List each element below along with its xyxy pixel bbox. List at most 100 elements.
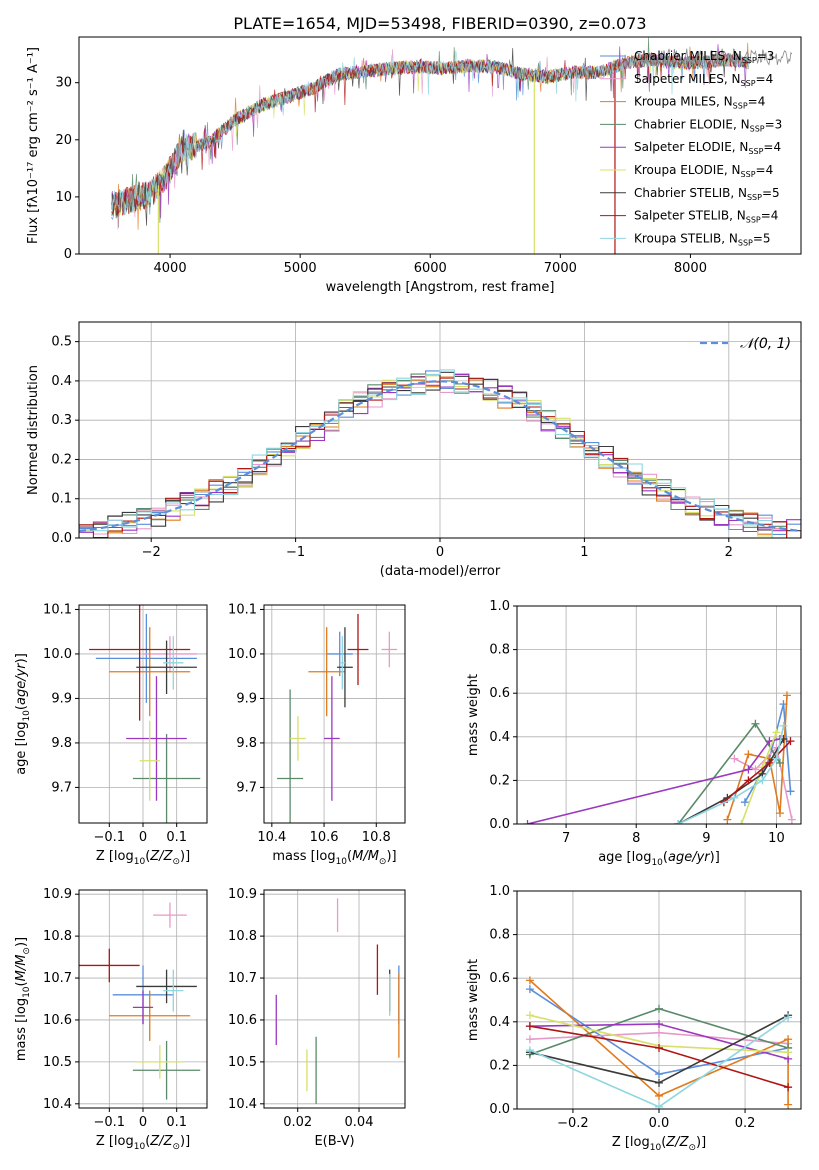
weight-marker [674,820,683,824]
y-tick-label: 10.6 [43,1013,72,1028]
panel-age_vs_Z: −0.1 0 0.19.79.89.910.010.1Z [log10(Z/Z⊙)]… [14,602,208,867]
weight-marker [786,787,795,796]
y-tick-label: 0.1 [51,492,72,507]
axis-label: age [log10(age/yr)] [598,850,720,868]
weight-marker [782,691,791,700]
y-tick-label: 10.4 [43,1097,72,1112]
x-tick-label: 0.04 [345,1115,374,1130]
axis-label-part: ( [347,849,352,864]
legend-gaussian-label: 𝒩(0, 1) [740,336,791,352]
y-tick-label: 0.6 [489,686,510,701]
legend-suffix: =5 [753,231,771,245]
x-tick-label: 0 [139,1115,147,1130]
axes-frame [78,36,802,255]
x-tick-label: 7000 [544,261,577,276]
plot-area [89,605,201,823]
axis-label-part: )] [696,1135,706,1150]
y-tick-label: 10.0 [228,647,257,662]
errorbar-salpeter-miles [381,631,398,668]
axis-label-part: )] [14,653,29,663]
axis-label-part: mass [log [272,849,335,864]
x-axis-label: E(B-V) [314,1134,354,1149]
weight-marker [655,1028,663,1037]
weight-marker [655,1078,663,1087]
axes-frame [516,605,802,825]
panel-weight_vs_Z: −0.2 0.0 0.2 0.0 0.2 0.4 0.6 0.8 1.0 Z [log10(Z/Z… [466,884,802,1153]
axis-label-part: 10 [336,857,348,867]
errorbar-kroupa-miles [109,990,191,1041]
weight-marker [744,765,753,774]
x-tick-label: 10.4 [257,830,286,845]
spectrum-masked-line [635,48,793,66]
weight-marker [772,754,781,763]
errorbar-chabrier-stelib [136,640,197,694]
errorbar-salpeter-stelib [79,948,140,983]
weight-marker [744,750,753,759]
weight-line-chabrier-stelib [677,738,785,824]
axis-label-part: age [log [598,850,651,865]
legend-subscript: SSP [741,79,756,88]
y-axis-label: mass weight [466,674,481,756]
axis-label-part: ( [661,1135,666,1150]
weight-marker [730,793,739,802]
y-tick-label: 30 [55,76,72,91]
weight-marker [784,1083,793,1092]
axis-label-part: M/M [14,955,29,982]
weight-marker [744,776,753,785]
legend-label: Salpeter STELIB, N [634,209,746,223]
axis-label-part: )] [386,849,396,864]
errorbar-salpeter-stelib [347,613,369,686]
panel-age_vs_mass: 10.4 10.6 10.8 9.7 9.8 9.9 10.0 10.1 mass [log10… [228,602,406,867]
y-tick-label: 10.1 [228,602,257,617]
legend-entry-salpeter-elodie: Salpeter ELODIE, NSSP=4 [634,140,781,156]
figure-title: PLATE=1654, MJD=53498, FIBERID=0390, z=0… [233,14,646,33]
axis-label-part: Z/Z [665,1135,689,1150]
y-tick-label: 10.7 [43,971,72,986]
weight-marker [775,809,784,818]
errorbar-chabrier-miles [326,631,353,677]
y-tick-label: 10 [55,190,72,205]
spectrum-line-kroupa-stelib [111,50,749,216]
y-tick-label: 10.6 [228,1013,257,1028]
x-tick-label: 1 [580,545,588,560]
axis-label-part: Z [log [96,1134,134,1149]
plot-area [111,37,793,254]
axis-label-part: 10 [22,986,32,998]
weight-line-kroupa-elodie [740,732,778,824]
axes-frame [263,889,406,1109]
weight-line-salpeter-stelib [723,740,792,803]
legend-subscript: SSP [748,147,763,156]
weight-marker [751,719,760,728]
axis-label-part: 10 [651,858,663,868]
y-tick-label: 9.7 [236,780,257,795]
y-tick-label: 0.3 [51,413,72,428]
weight-marker [525,1035,534,1044]
legend-subscript: SSP [746,216,761,225]
x-tick-label: 0.02 [283,1115,312,1130]
y-tick-label: 0.8 [489,928,510,943]
x-tick-label: 5000 [284,261,317,276]
axis-label-part: Z/Z [149,849,173,864]
weight-marker [784,1048,793,1057]
y-tick-label: 0.8 [489,643,510,658]
y-tick-label: 0.0 [51,531,72,546]
weight-marker [775,758,784,767]
errorbar-salpeter-elodie [126,676,187,801]
weight-marker [784,1035,793,1044]
y-tick-label: 10.9 [43,887,72,902]
axis-label: Z [log10(Z/Z⊙)] [612,1135,706,1153]
legend-entry-kroupa-miles: Kroupa MILES, NSSP=4 [634,95,765,111]
legend-entry-chabrier-stelib: Chabrier STELIB, NSSP=5 [634,186,780,202]
y-tick-label: 0.4 [489,730,510,745]
y-axis-label: Normed distribution [26,365,41,495]
legend-subscript: SSP [741,170,756,179]
y-tick-label: 9.9 [236,691,257,706]
legend-label: Kroupa ELODIE, N [634,163,741,177]
y-tick-label: 10.8 [43,929,72,944]
x-tick-label: 0.0 [649,1116,670,1131]
axis-label-part: ⊙ [172,1142,180,1152]
errorbar-chabrier-stelib [337,627,353,708]
panel-mass_vs_EBV: 0.02 0.04 10.4 10.5 10.6 10.7 10.8 10.9 E(B-V) [228,887,406,1149]
legend-label: Chabrier STELIB, N [634,186,747,200]
